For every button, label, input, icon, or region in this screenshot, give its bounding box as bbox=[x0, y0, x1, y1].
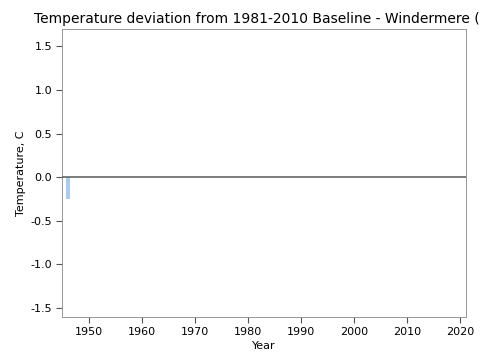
Y-axis label: Temperature, C: Temperature, C bbox=[16, 130, 26, 216]
Bar bbox=[66, 177, 70, 199]
Title: Temperature deviation from 1981-2010 Baseline - Windermere (S): Temperature deviation from 1981-2010 Bas… bbox=[34, 12, 480, 26]
X-axis label: Year: Year bbox=[252, 341, 276, 351]
